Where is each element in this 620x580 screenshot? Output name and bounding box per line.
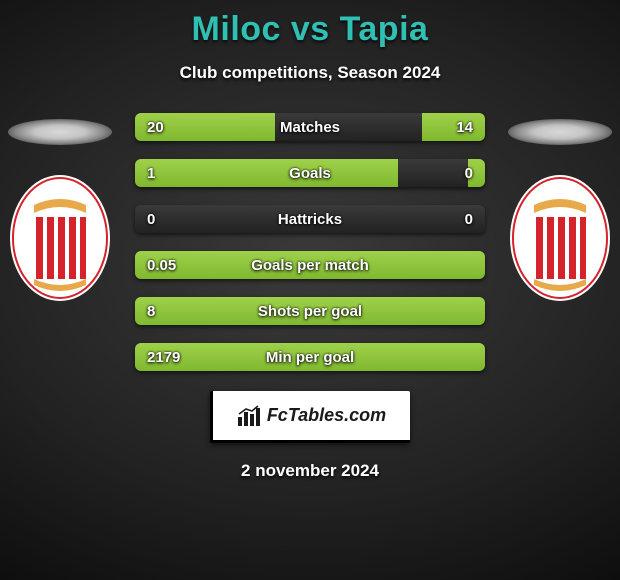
bar-overlay: 2179Min per goal (135, 343, 485, 371)
stat-label: Goals per match (135, 257, 485, 274)
stat-bar: 2179Min per goal (135, 343, 485, 371)
stat-bar: 0.05Goals per match (135, 251, 485, 279)
stat-label: Shots per goal (135, 303, 485, 320)
left-player-col (0, 113, 120, 301)
stats-bars: 20Matches14 1Goals0 0Hattricks0 0.05Goals p… (120, 113, 500, 371)
stat-bar: 1Goals0 (135, 159, 485, 187)
fctables-badge[interactable]: FcTables.com (210, 391, 410, 443)
club-logo-left (10, 175, 110, 301)
bar-overlay: 8Shots per goal (135, 297, 485, 325)
player-placeholder-left (8, 119, 112, 145)
bar-overlay: 1Goals0 (135, 159, 485, 187)
content-root: Miloc vs Tapia Club competitions, Season… (0, 0, 620, 580)
page-subtitle: Club competitions, Season 2024 (180, 63, 441, 83)
page-title: Miloc vs Tapia (192, 10, 429, 49)
right-player-col (500, 113, 620, 301)
date-line: 2 november 2024 (241, 461, 379, 481)
club-logo-right (510, 175, 610, 301)
main-row: 20Matches14 1Goals0 0Hattricks0 0.05Goals p… (0, 113, 620, 371)
stat-bar: 8Shots per goal (135, 297, 485, 325)
bar-overlay: 20Matches14 (135, 113, 485, 141)
stat-bar: 0Hattricks0 (135, 205, 485, 233)
fctables-chart-icon (237, 405, 261, 427)
stat-label: Matches (135, 119, 485, 136)
player-placeholder-right (508, 119, 612, 145)
stat-bar: 20Matches14 (135, 113, 485, 141)
stat-label: Goals (135, 165, 485, 182)
stat-label: Hattricks (135, 211, 485, 228)
stat-label: Min per goal (135, 349, 485, 366)
bar-overlay: 0Hattricks0 (135, 205, 485, 233)
fctables-label: FcTables.com (267, 405, 386, 426)
bar-overlay: 0.05Goals per match (135, 251, 485, 279)
